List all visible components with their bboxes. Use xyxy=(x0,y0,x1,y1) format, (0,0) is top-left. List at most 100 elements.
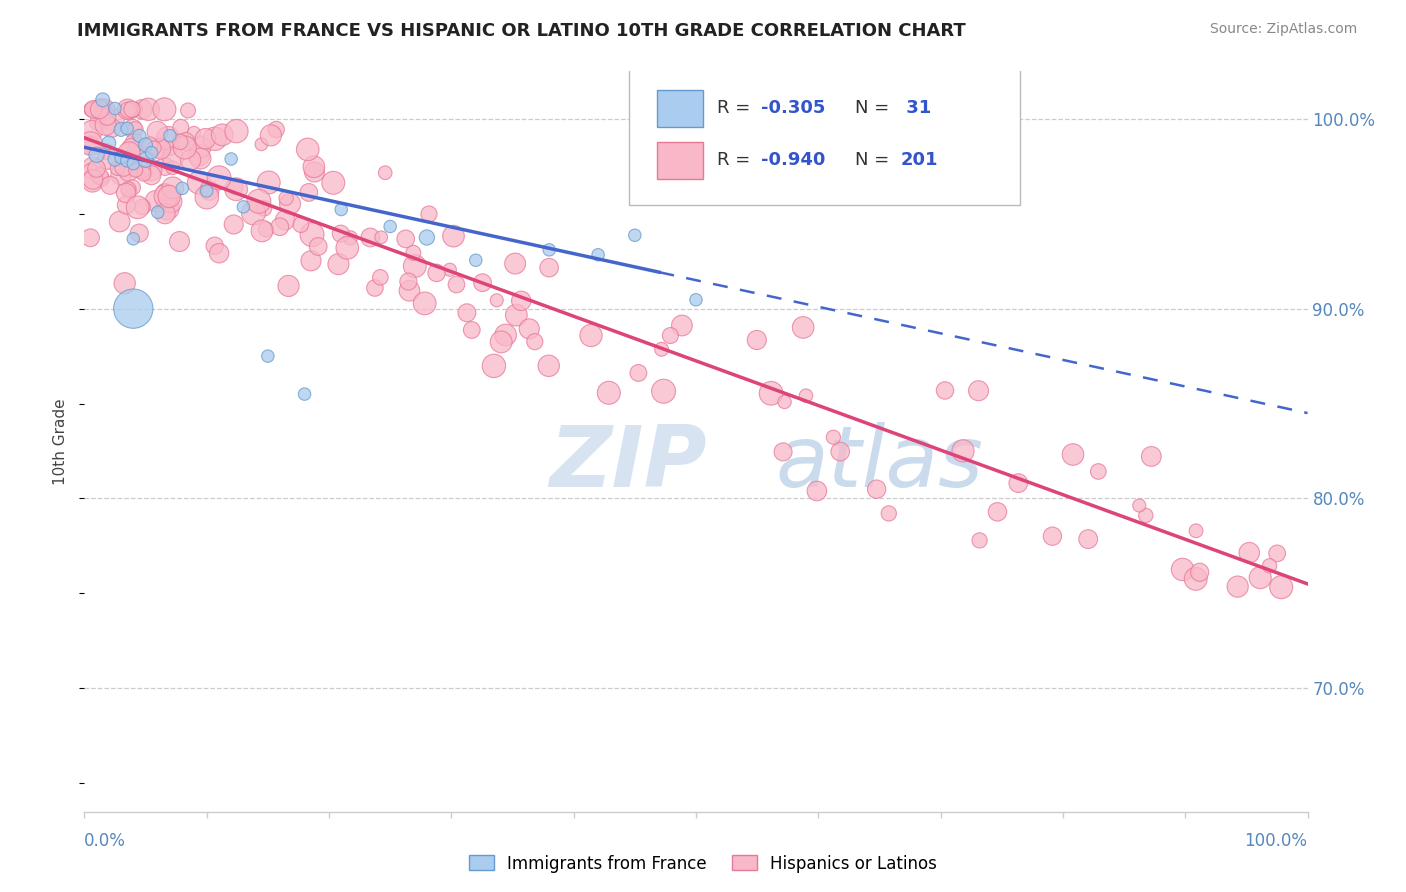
Point xyxy=(131,200,153,214)
Point xyxy=(359,230,381,244)
Point xyxy=(464,253,486,268)
Point xyxy=(174,135,197,149)
Point xyxy=(517,322,540,336)
FancyBboxPatch shape xyxy=(628,68,1021,204)
Point xyxy=(146,205,169,219)
Point xyxy=(482,359,505,373)
Point xyxy=(115,121,138,136)
Point xyxy=(510,293,533,308)
Point xyxy=(274,191,297,205)
Point xyxy=(370,230,392,244)
Point xyxy=(329,227,352,241)
Point xyxy=(135,138,157,153)
Point xyxy=(82,175,104,189)
Point xyxy=(418,207,440,221)
Point xyxy=(153,160,176,174)
Point xyxy=(274,213,297,227)
Point xyxy=(87,115,110,129)
Point xyxy=(160,194,183,209)
Point xyxy=(1270,580,1292,594)
Point xyxy=(222,218,245,232)
Point xyxy=(1188,566,1211,580)
Text: 0.0%: 0.0% xyxy=(84,832,127,850)
Point xyxy=(395,232,418,246)
Point xyxy=(1171,562,1194,576)
Point xyxy=(446,277,468,292)
Point xyxy=(328,257,350,271)
Point xyxy=(121,103,143,117)
Point xyxy=(413,296,436,310)
Point xyxy=(91,93,114,107)
Point xyxy=(120,103,142,118)
Point xyxy=(169,135,191,149)
Point xyxy=(114,277,136,291)
Point xyxy=(759,386,782,401)
Point xyxy=(461,323,484,337)
Point xyxy=(242,206,264,220)
Text: atlas: atlas xyxy=(776,422,983,505)
Point xyxy=(278,197,301,211)
Point xyxy=(159,141,181,155)
Point xyxy=(537,359,560,373)
Point xyxy=(180,153,202,167)
Point xyxy=(986,505,1008,519)
Point xyxy=(208,170,231,185)
Point xyxy=(153,103,176,117)
Point xyxy=(183,126,205,140)
Point xyxy=(264,122,287,136)
Point xyxy=(1077,532,1099,546)
Point xyxy=(170,120,193,135)
Point xyxy=(806,483,828,498)
Point xyxy=(969,533,991,548)
Point xyxy=(117,103,139,117)
Point xyxy=(830,444,852,458)
Point xyxy=(416,230,439,244)
Point xyxy=(96,145,118,159)
Point xyxy=(773,395,796,409)
Point xyxy=(159,128,181,143)
Point xyxy=(443,229,465,244)
Point xyxy=(155,189,177,203)
Point xyxy=(208,246,231,260)
Point xyxy=(122,156,145,170)
Point xyxy=(97,136,120,150)
Point xyxy=(83,103,105,117)
Point xyxy=(79,103,101,117)
Point xyxy=(254,222,277,236)
Point xyxy=(794,389,817,403)
Point xyxy=(1087,465,1109,479)
Point xyxy=(277,279,299,293)
Point xyxy=(302,160,325,174)
Point xyxy=(104,153,127,167)
Point xyxy=(257,176,280,190)
Point xyxy=(94,118,117,132)
Point xyxy=(162,161,184,175)
Point xyxy=(586,248,609,262)
Point xyxy=(121,121,143,136)
Point xyxy=(98,178,121,193)
Point xyxy=(307,239,329,253)
Point xyxy=(96,110,118,124)
Point xyxy=(627,366,650,380)
Point xyxy=(121,180,143,194)
Point xyxy=(139,163,162,178)
Point xyxy=(82,161,104,175)
Point xyxy=(153,185,176,199)
Point xyxy=(489,334,512,349)
Point xyxy=(339,231,361,245)
Point xyxy=(374,166,396,180)
Point xyxy=(79,136,101,151)
Point xyxy=(322,176,344,190)
Point xyxy=(652,384,675,399)
Point xyxy=(156,201,179,215)
Point xyxy=(129,161,152,176)
Point xyxy=(198,184,221,198)
Point xyxy=(157,189,180,203)
Point xyxy=(97,151,120,165)
Point xyxy=(204,132,226,146)
Text: 100.0%: 100.0% xyxy=(1244,832,1308,850)
Point xyxy=(297,143,319,157)
Point xyxy=(157,131,180,145)
Point xyxy=(225,182,247,196)
Point xyxy=(865,482,887,496)
